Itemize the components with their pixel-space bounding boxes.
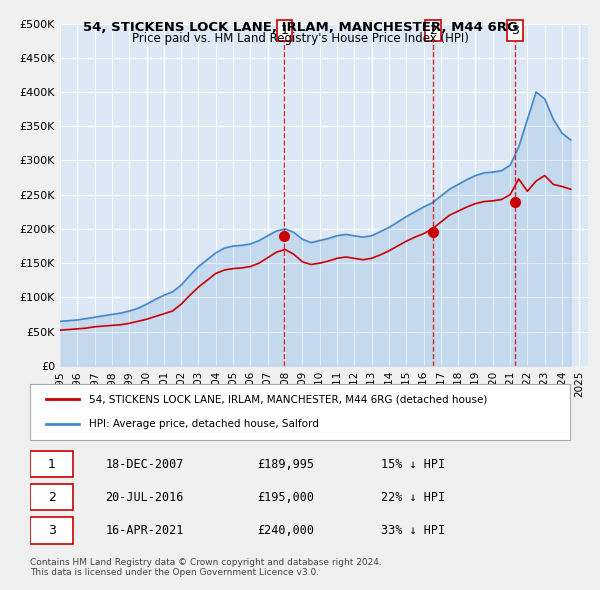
- Text: 18-DEC-2007: 18-DEC-2007: [106, 457, 184, 471]
- Text: Price paid vs. HM Land Registry's House Price Index (HPI): Price paid vs. HM Land Registry's House …: [131, 32, 469, 45]
- FancyBboxPatch shape: [30, 451, 73, 477]
- Text: 3: 3: [511, 24, 519, 37]
- Text: 15% ↓ HPI: 15% ↓ HPI: [381, 457, 445, 471]
- Text: Contains HM Land Registry data © Crown copyright and database right 2024.: Contains HM Land Registry data © Crown c…: [30, 558, 382, 566]
- Text: 1: 1: [47, 457, 56, 471]
- FancyBboxPatch shape: [30, 484, 73, 510]
- Text: 2: 2: [429, 24, 437, 37]
- FancyBboxPatch shape: [30, 517, 73, 543]
- Text: HPI: Average price, detached house, Salford: HPI: Average price, detached house, Salf…: [89, 419, 319, 429]
- Text: 16-APR-2021: 16-APR-2021: [106, 523, 184, 537]
- Text: 54, STICKENS LOCK LANE, IRLAM, MANCHESTER, M44 6RG (detached house): 54, STICKENS LOCK LANE, IRLAM, MANCHESTE…: [89, 394, 488, 404]
- Text: 22% ↓ HPI: 22% ↓ HPI: [381, 490, 445, 504]
- Text: 1: 1: [280, 24, 288, 37]
- Text: 54, STICKENS LOCK LANE, IRLAM, MANCHESTER, M44 6RG: 54, STICKENS LOCK LANE, IRLAM, MANCHESTE…: [83, 21, 517, 34]
- Text: 20-JUL-2016: 20-JUL-2016: [106, 490, 184, 504]
- Text: £240,000: £240,000: [257, 523, 314, 537]
- Text: £195,000: £195,000: [257, 490, 314, 504]
- Text: 33% ↓ HPI: 33% ↓ HPI: [381, 523, 445, 537]
- Text: £189,995: £189,995: [257, 457, 314, 471]
- Text: 2: 2: [47, 490, 56, 504]
- Text: This data is licensed under the Open Government Licence v3.0.: This data is licensed under the Open Gov…: [30, 568, 319, 576]
- Text: 3: 3: [47, 523, 56, 537]
